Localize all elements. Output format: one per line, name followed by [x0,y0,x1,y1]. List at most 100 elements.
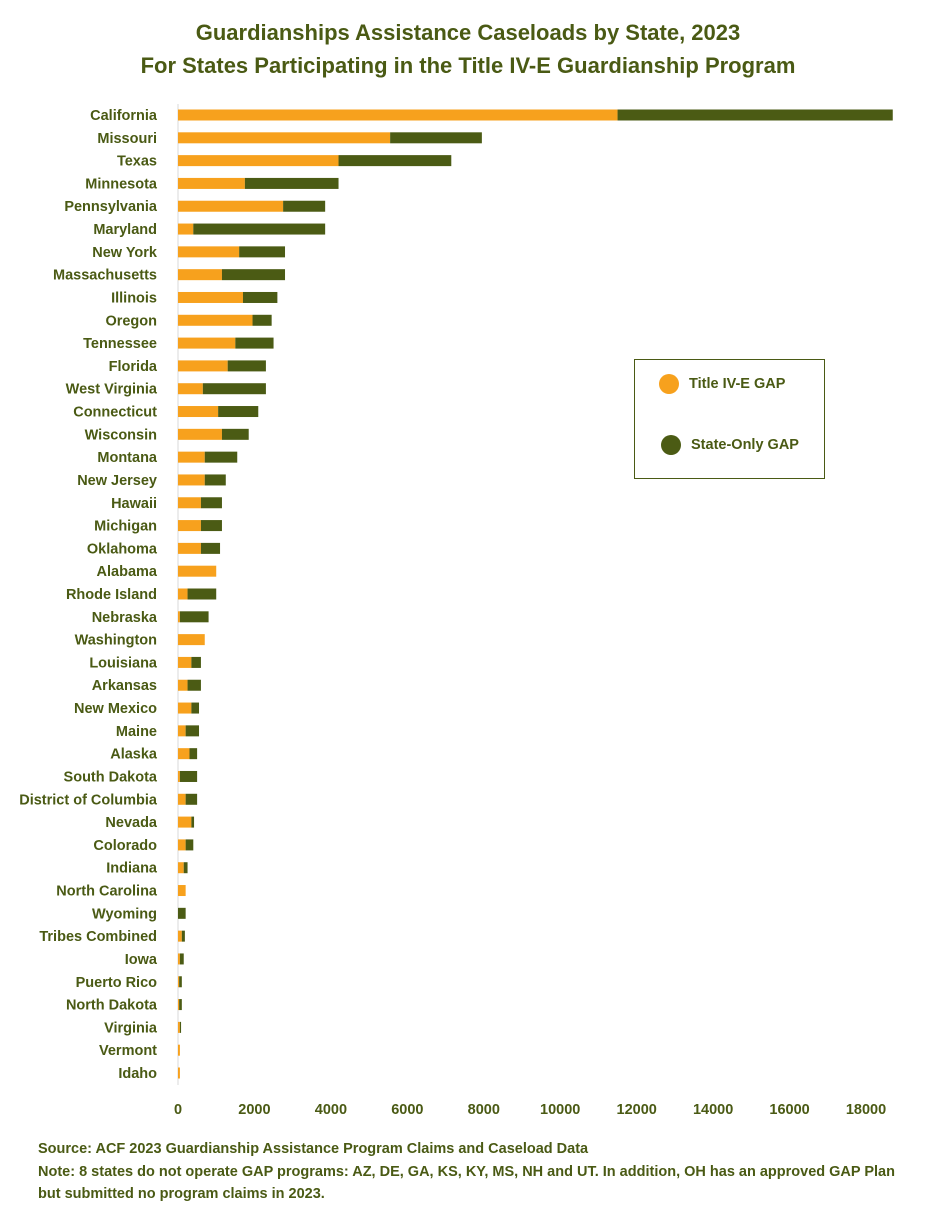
category-label: Texas [117,154,157,170]
bar-state-only [185,793,198,805]
bar-state-only [179,976,182,988]
chart-subtitle: For States Participating in the Title IV… [140,53,796,78]
x-tick-label: 12000 [617,1102,657,1118]
bar-title-iv-e [178,930,182,942]
category-label: Indiana [106,861,158,877]
legend-label-title-iv-e: Title IV-E GAP [689,376,786,392]
category-label: Alaska [110,747,158,763]
category-label: Nebraska [92,610,158,626]
bar-title-iv-e [178,702,192,714]
bar-state-only [242,291,278,303]
x-tick-label: 2000 [238,1102,270,1118]
bar-title-iv-e [178,634,205,646]
bar-state-only [191,656,201,668]
category-label: Rhode Island [66,587,157,603]
category-label: California [90,108,158,124]
bar-title-iv-e [178,246,240,258]
x-tick-label: 0 [174,1102,182,1118]
legend-item-title-iv-e: Title IV-E GAP [659,374,785,394]
category-label: Maine [116,724,157,740]
bar-state-only [179,611,209,623]
category-label: Massachusetts [53,268,157,284]
x-tick-label: 18000 [846,1102,886,1118]
bar-state-only [221,269,286,281]
category-label: Wisconsin [85,427,157,443]
bar-state-only [181,930,185,942]
category-label: Hawaii [111,496,157,512]
legend-marker-state-only [661,435,681,455]
category-label: North Dakota [66,998,158,1014]
x-tick-label: 6000 [391,1102,423,1118]
bar-state-only [178,907,186,919]
bar-state-only [338,155,452,167]
category-label: Puerto Rico [76,975,158,991]
bar-state-only [183,862,188,874]
bar-state-only [200,497,222,509]
category-label: Oklahoma [87,541,158,557]
bar-title-iv-e [178,679,188,691]
bar-title-iv-e [178,497,201,509]
bar-state-only [390,132,482,144]
bar-state-only [187,588,217,600]
bar-state-only [202,383,266,395]
bar-title-iv-e [178,748,190,760]
category-label: Pennsylvania [64,199,158,215]
bar-title-iv-e [178,976,180,988]
bar-state-only [191,702,200,714]
bar-title-iv-e [178,770,180,782]
category-label: Montana [97,450,158,466]
bar-title-iv-e [178,132,391,144]
bar-title-iv-e [178,337,236,349]
bar-title-iv-e [178,109,618,121]
category-label: Florida [109,359,158,375]
bar-title-iv-e [178,793,186,805]
bar-title-iv-e [178,542,201,554]
category-label: Louisiana [89,655,158,671]
bar-title-iv-e [178,588,188,600]
source-note: Source: ACF 2023 Guardianship Assistance… [38,1141,589,1157]
bar-title-iv-e [178,839,186,851]
legend-label-state-only: State-Only GAP [691,437,799,453]
bar-title-iv-e [178,565,217,577]
bar-title-iv-e [178,177,245,189]
category-label: Wyoming [92,906,157,922]
bar-state-only [200,520,222,532]
category-label: South Dakota [64,769,158,785]
bar-state-only [252,314,272,326]
category-label: Minnesota [85,176,158,192]
bar-title-iv-e [178,816,192,828]
bar-state-only [185,839,194,851]
bar-state-only [179,953,184,965]
chart-legend: Title IV-E GAP State-Only GAP [634,359,825,479]
bar-state-only [218,406,259,418]
bar-title-iv-e [178,999,180,1011]
category-label: Washington [75,633,157,649]
x-tick-label: 14000 [693,1102,733,1118]
bar-title-iv-e [178,953,180,965]
bar-title-iv-e [178,656,192,668]
legend-marker-title-iv-e [659,374,679,394]
bar-state-only [235,337,274,349]
bar-title-iv-e [178,223,194,235]
category-label: Virginia [104,1020,158,1036]
category-label: Michigan [94,519,157,535]
category-label: Tennessee [83,336,157,352]
bar-title-iv-e [178,725,186,737]
bar-state-only [179,999,182,1011]
bar-state-only [191,816,195,828]
bar-title-iv-e [178,474,205,486]
category-label: Oregon [105,313,157,329]
category-label: North Carolina [56,884,158,900]
bar-state-only [204,474,226,486]
bar-title-iv-e [178,406,219,418]
bar-title-iv-e [178,520,201,532]
bar-title-iv-e [178,451,205,463]
category-label: Illinois [111,290,157,306]
category-label: Idaho [118,1066,157,1082]
bar-title-iv-e [178,291,243,303]
category-label: Iowa [125,952,158,968]
bar-title-iv-e [178,155,339,167]
bar-state-only [200,542,221,554]
bar-state-only [189,748,198,760]
category-label: Tribes Combined [39,929,157,945]
